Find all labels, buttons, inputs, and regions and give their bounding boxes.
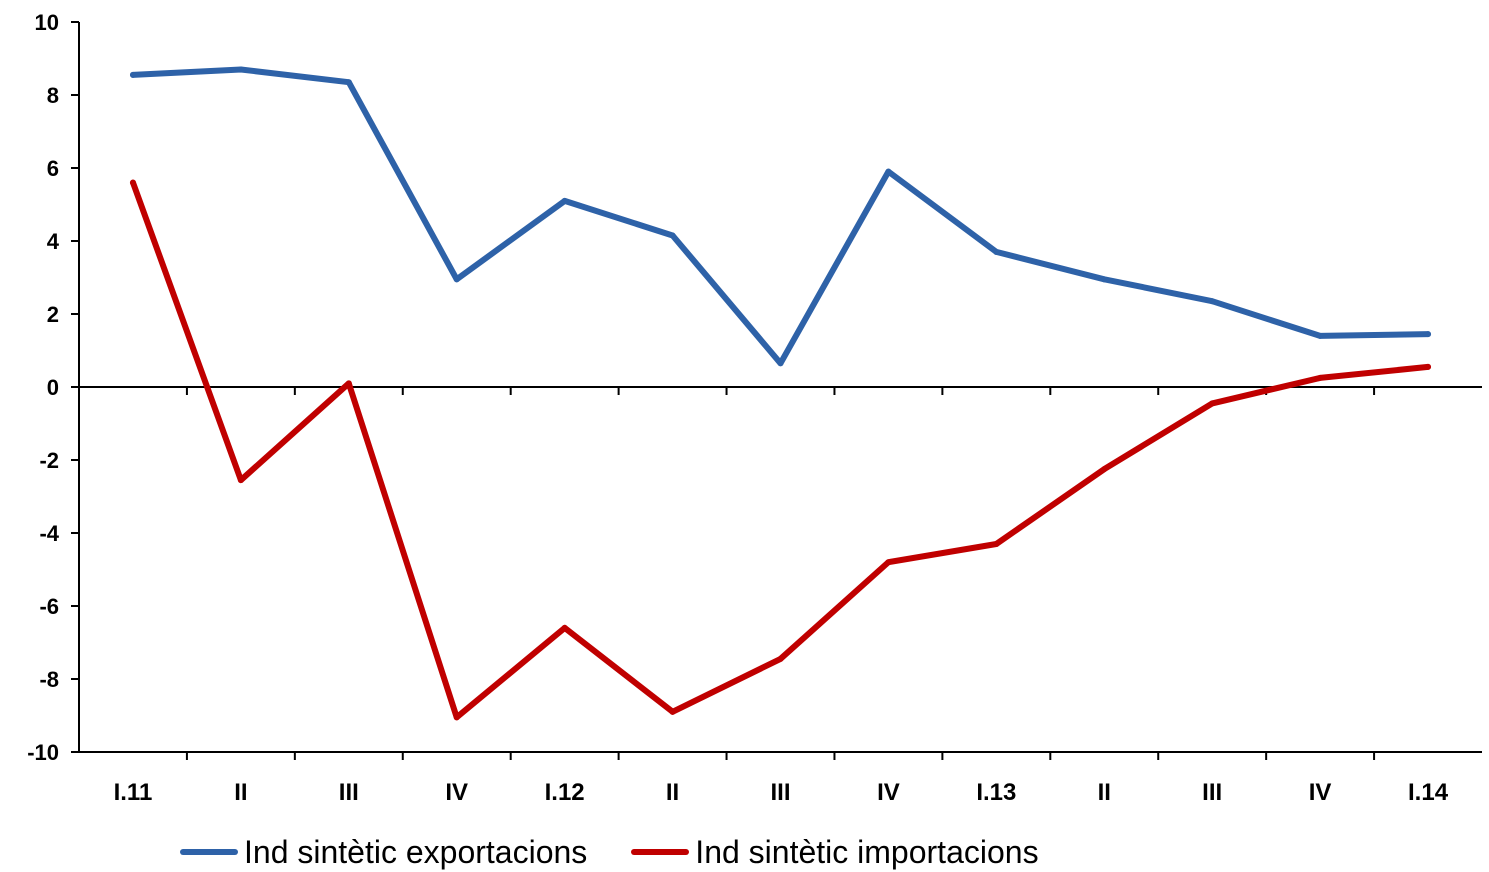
data-point (993, 248, 1000, 255)
data-point (345, 79, 352, 86)
series-line-exports (130, 66, 1431, 367)
y-tick-label: 0 (47, 375, 59, 400)
y-tick-label: 8 (47, 83, 59, 108)
data-point (777, 655, 784, 662)
data-point (993, 540, 1000, 547)
y-tick-label: 2 (47, 302, 59, 327)
chart-series (129, 66, 1432, 721)
data-point (885, 559, 892, 566)
x-tick-label: III (339, 779, 359, 806)
data-point (669, 232, 676, 239)
data-point (345, 380, 352, 387)
data-point (1209, 400, 1216, 407)
x-tick-label: III (1202, 779, 1222, 806)
y-tick-label: -6 (39, 594, 59, 619)
x-tick-label: I.11 (114, 779, 153, 806)
data-point (453, 276, 460, 283)
x-tick-label: I.13 (976, 779, 1016, 806)
legend-label-exports: Ind sintètic exportacions (244, 833, 588, 870)
x-tick-label: II (1098, 779, 1111, 806)
data-point (237, 477, 244, 484)
data-point (1209, 298, 1216, 305)
y-tick-label: -10 (27, 740, 59, 765)
y-tick-label: 6 (47, 156, 59, 181)
x-tick-label: IV (1309, 779, 1332, 806)
data-point (1317, 332, 1324, 339)
data-point (885, 168, 892, 175)
y-tick-label: -4 (39, 521, 59, 546)
data-point (453, 714, 460, 721)
data-point (1317, 374, 1324, 381)
x-tick-label: II (666, 779, 679, 806)
x-tick-label: II (234, 779, 247, 806)
y-tick-label: -8 (39, 667, 59, 692)
data-point (669, 708, 676, 715)
legend-label-imports: Ind sintètic importacions (695, 833, 1039, 870)
y-tick-label: 4 (47, 229, 60, 254)
legend-swatch-imports (631, 849, 690, 855)
x-tick-label: III (770, 779, 790, 806)
chart-axes (71, 21, 1482, 760)
chart-legend: Ind sintètic exportacions Ind sintètic i… (180, 832, 1083, 872)
data-point (561, 197, 568, 204)
data-point (129, 179, 136, 186)
y-tick-label: 10 (35, 10, 59, 35)
series-line-imports (130, 179, 1431, 721)
data-point (1425, 331, 1432, 338)
data-point (777, 360, 784, 367)
x-tick-label: IV (445, 779, 468, 806)
data-point (1101, 276, 1108, 283)
data-point (1425, 363, 1432, 370)
x-tick-label: I.14 (1408, 779, 1449, 806)
legend-item-imports: Ind sintètic importacions (631, 833, 1039, 871)
legend-item-exports: Ind sintètic exportacions (180, 834, 587, 871)
y-tick-label: -2 (39, 448, 59, 473)
data-point (129, 71, 136, 78)
data-point (1101, 466, 1108, 473)
legend-swatch-exports (180, 849, 238, 855)
x-tick-label: I.12 (545, 779, 585, 806)
x-tick-label: IV (877, 779, 900, 806)
data-point (561, 624, 568, 631)
data-point (237, 66, 244, 73)
